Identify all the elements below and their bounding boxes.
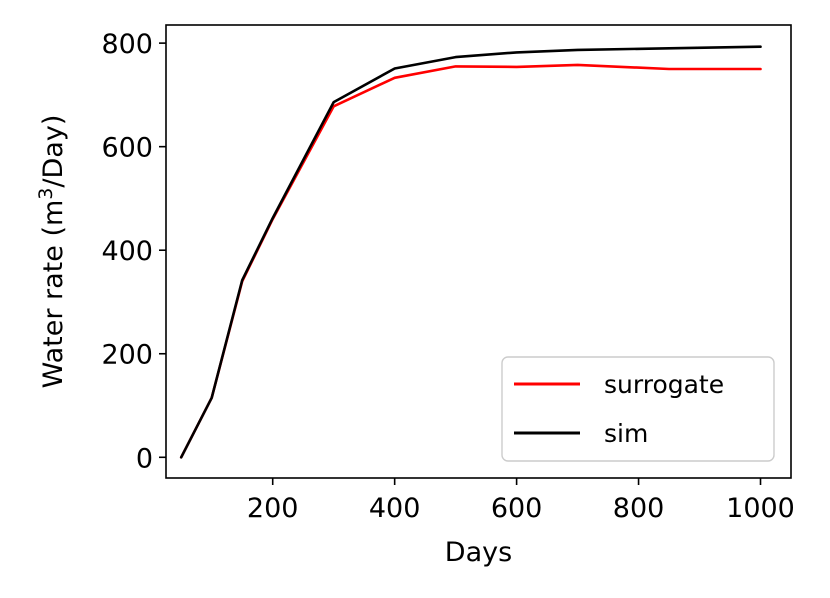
x-tick-label: 800 <box>613 493 665 524</box>
x-tick-label: 400 <box>369 493 421 524</box>
series-layer <box>179 45 762 459</box>
y-axis-label: Water rate (m3/Day) <box>35 115 69 389</box>
y-tick-label: 400 <box>101 236 153 267</box>
y-axis-label-superscript: 3 <box>35 188 57 200</box>
x-tick-label: 1000 <box>726 493 795 524</box>
y-tick-label: 200 <box>101 340 153 371</box>
y-axis-label-main: Water rate (m <box>38 200 69 389</box>
legend-label-surrogate: surrogate <box>604 370 724 399</box>
series-line-sim <box>179 45 762 459</box>
y-tick-label: 0 <box>136 443 153 474</box>
plot-frame <box>165 24 792 479</box>
x-tick-label: 600 <box>491 493 543 524</box>
x-axis-label: Days <box>445 537 512 568</box>
y-tick-label: 800 <box>101 29 153 60</box>
y-axis: 0 200 400 600 800 <box>101 29 166 474</box>
legend: surrogate sim <box>501 356 775 462</box>
y-tick-label: 600 <box>101 133 153 164</box>
legend-label-sim: sim <box>604 419 648 448</box>
y-axis-label-rest: /Day) <box>38 115 69 188</box>
x-axis: 200 400 600 800 1000 <box>247 478 795 524</box>
x-tick-label: 200 <box>247 493 299 524</box>
